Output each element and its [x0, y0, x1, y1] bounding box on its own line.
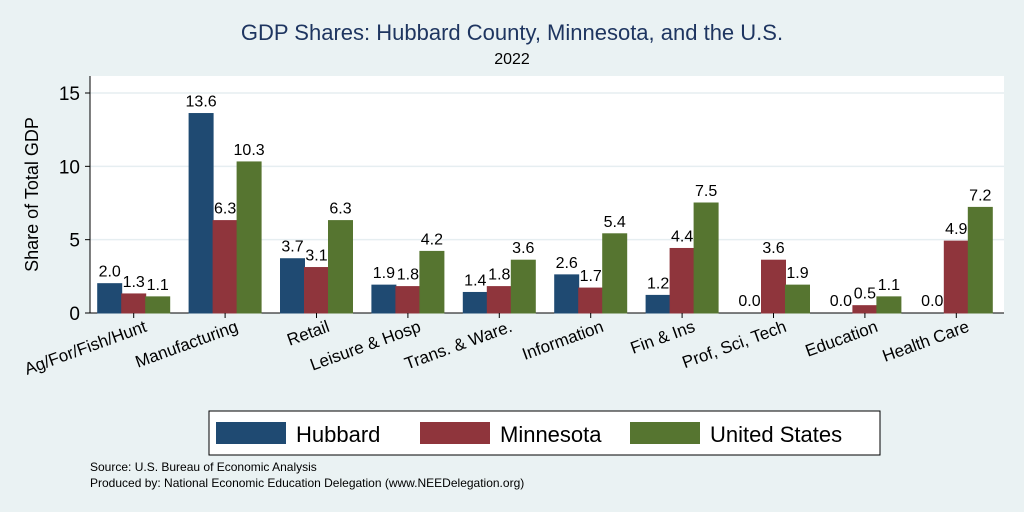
bar-united-states — [876, 296, 902, 314]
bar-hubbard — [462, 291, 488, 314]
data-label: 1.1 — [878, 277, 900, 294]
data-label: 3.7 — [281, 239, 303, 256]
bar-united-states — [602, 233, 628, 314]
data-label: 2.0 — [99, 264, 121, 281]
data-label: 1.8 — [397, 267, 419, 284]
data-label: 0.0 — [738, 293, 760, 310]
chart-title: GDP Shares: Hubbard County, Minnesota, a… — [240, 20, 784, 45]
data-label: 7.5 — [695, 183, 717, 200]
data-label: 1.9 — [373, 265, 395, 282]
legend-label: Minnesota — [500, 422, 602, 447]
data-label: 4.4 — [671, 228, 693, 245]
source-note: Source: U.S. Bureau of Economic Analysis — [90, 460, 317, 474]
bar-united-states — [328, 220, 353, 314]
chart-subtitle: 2022 — [494, 51, 530, 68]
data-label: 0.0 — [921, 293, 943, 310]
bar-minnesota — [121, 293, 147, 314]
bar-minnesota — [212, 220, 238, 314]
x-tick-label: Retail — [285, 317, 332, 350]
data-label: 5.4 — [604, 214, 626, 231]
data-label: 1.9 — [786, 265, 808, 282]
data-label: 6.3 — [329, 201, 351, 218]
data-label: 7.2 — [969, 187, 991, 204]
data-label: 1.7 — [580, 268, 602, 285]
data-label: 1.8 — [488, 267, 510, 284]
x-tick-label: Manufacturing — [133, 317, 241, 372]
x-tick-label: Health Care — [880, 317, 972, 366]
legend — [208, 410, 881, 456]
data-label: 4.2 — [421, 231, 443, 248]
bar-minnesota — [578, 287, 604, 314]
data-label: 10.3 — [234, 142, 265, 159]
data-label: 0.5 — [854, 286, 876, 303]
y-tick-label: 5 — [69, 231, 80, 252]
x-tick-label: Prof, Sci, Tech — [680, 317, 789, 372]
bar-hubbard — [188, 113, 214, 314]
bar-united-states — [419, 250, 445, 314]
data-label: 4.9 — [945, 221, 967, 238]
y-axis-title: Share of Total GDP — [22, 117, 42, 272]
bar-united-states — [693, 202, 719, 314]
legend-swatch — [420, 422, 490, 444]
x-tick-label: Ag/For/Fish/Hunt — [22, 317, 149, 379]
legend-label: United States — [710, 422, 842, 447]
x-tick-label: Education — [803, 317, 881, 361]
data-label: 2.6 — [556, 255, 578, 272]
data-label: 1.1 — [147, 277, 169, 294]
data-label: 1.2 — [647, 275, 669, 292]
y-tick-label: 15 — [59, 84, 80, 105]
bar-hubbard — [371, 284, 397, 314]
y-tick-label: 0 — [69, 304, 80, 325]
produced-note: Produced by: National Economic Education… — [90, 476, 525, 490]
bar-hubbard — [280, 258, 305, 314]
bar-minnesota — [304, 267, 329, 314]
legend-swatch — [216, 422, 286, 444]
bar-hubbard — [554, 274, 580, 314]
data-label: 3.6 — [512, 240, 534, 257]
bar-minnesota — [943, 240, 969, 314]
data-label: 1.4 — [464, 272, 486, 289]
data-label: 3.6 — [762, 240, 784, 257]
bar-minnesota — [486, 286, 512, 314]
bar-united-states — [510, 259, 536, 314]
bar-minnesota — [669, 247, 695, 314]
bar-minnesota — [761, 259, 786, 314]
data-label: 1.3 — [123, 274, 145, 291]
y-tick-label: 10 — [59, 157, 80, 178]
data-label: 6.3 — [214, 201, 236, 218]
bar-minnesota — [395, 286, 421, 314]
bar-hubbard — [645, 294, 671, 314]
bar-minnesota — [852, 305, 878, 314]
data-label: 3.1 — [305, 248, 327, 265]
bar-united-states — [785, 284, 810, 314]
data-label: 0.0 — [830, 293, 852, 310]
x-tick-label: Information — [520, 317, 606, 364]
bar-united-states — [145, 296, 171, 314]
bar-hubbard — [97, 283, 123, 314]
bar-united-states — [967, 206, 993, 314]
legend-swatch — [630, 422, 700, 444]
data-label: 13.6 — [186, 94, 217, 111]
legend-label: Hubbard — [296, 422, 380, 447]
bar-united-states — [236, 161, 262, 314]
